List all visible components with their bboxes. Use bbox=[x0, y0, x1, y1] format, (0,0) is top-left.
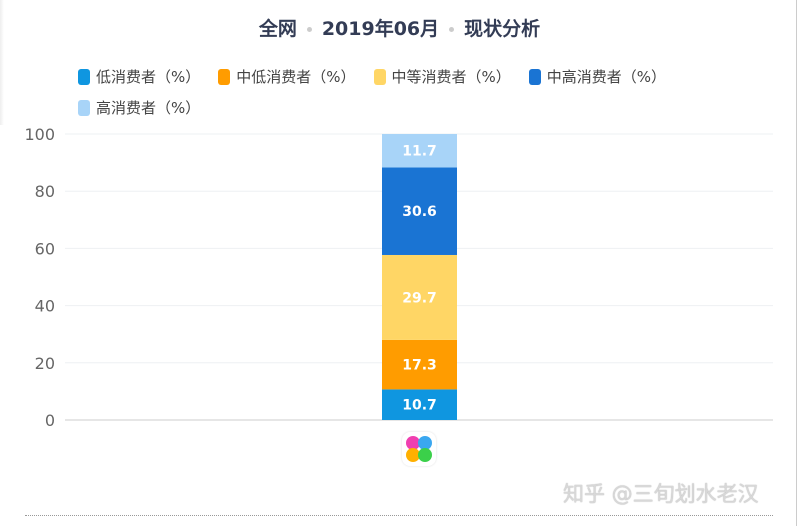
data-label: 17.3 bbox=[402, 358, 437, 374]
watermark: 知乎 @三旬划水老汉 bbox=[563, 482, 759, 506]
y-tick-label: 40 bbox=[35, 297, 55, 316]
legend-label: 低消费者（%） bbox=[96, 68, 201, 86]
legend-label: 高消费者（%） bbox=[96, 99, 201, 117]
legend-item[interactable]: 高消费者（%） bbox=[78, 94, 200, 122]
y-tick-label: 0 bbox=[45, 411, 55, 430]
bar-segment bbox=[382, 254, 457, 340]
legend-label: 中等消费者（%） bbox=[391, 68, 511, 86]
legend-item[interactable]: 中高消费者（%） bbox=[528, 63, 667, 91]
legend-swatch bbox=[78, 69, 90, 85]
title-separator bbox=[449, 27, 455, 32]
y-tick-label: 60 bbox=[35, 239, 55, 258]
divider bbox=[25, 515, 773, 516]
data-label: 10.7 bbox=[402, 398, 437, 414]
data-label: 11.7 bbox=[402, 144, 437, 160]
bar-segment bbox=[382, 167, 457, 255]
y-tick-label: 80 bbox=[35, 182, 55, 201]
app-flower-icon bbox=[402, 432, 436, 466]
data-label: 29.7 bbox=[402, 290, 437, 306]
data-label: 30.6 bbox=[402, 204, 437, 220]
legend: 低消费者（%） 中低消费者（%） 中等消费者（%） 中高消费者（%） 高消费者（%） bbox=[78, 63, 758, 125]
legend-swatch bbox=[373, 69, 386, 85]
legend-item[interactable]: 中等消费者（%） bbox=[373, 63, 511, 91]
title-date: 2019年06月 bbox=[321, 18, 440, 40]
legend-swatch bbox=[528, 69, 541, 85]
bar-segment bbox=[382, 134, 457, 168]
chart-title: 全网 2019年06月 现状分析 bbox=[0, 14, 799, 41]
frame-edge bbox=[0, 0, 4, 125]
legend-item[interactable]: 中低消费者（%） bbox=[218, 63, 356, 91]
title-scope: 全网 bbox=[258, 18, 297, 40]
frame-border bbox=[796, 0, 797, 526]
y-tick-label: 20 bbox=[35, 354, 55, 373]
legend-label: 中低消费者（%） bbox=[236, 68, 356, 86]
bar-segment bbox=[382, 339, 457, 390]
legend-swatch bbox=[78, 100, 90, 116]
legend-label: 中高消费者（%） bbox=[546, 68, 667, 86]
title-separator bbox=[306, 27, 312, 32]
y-tick-label: 100 bbox=[24, 125, 55, 144]
legend-item[interactable]: 低消费者（%） bbox=[78, 63, 200, 91]
legend-swatch bbox=[218, 69, 231, 85]
bar-segment bbox=[382, 389, 457, 420]
title-topic: 现状分析 bbox=[464, 18, 541, 40]
